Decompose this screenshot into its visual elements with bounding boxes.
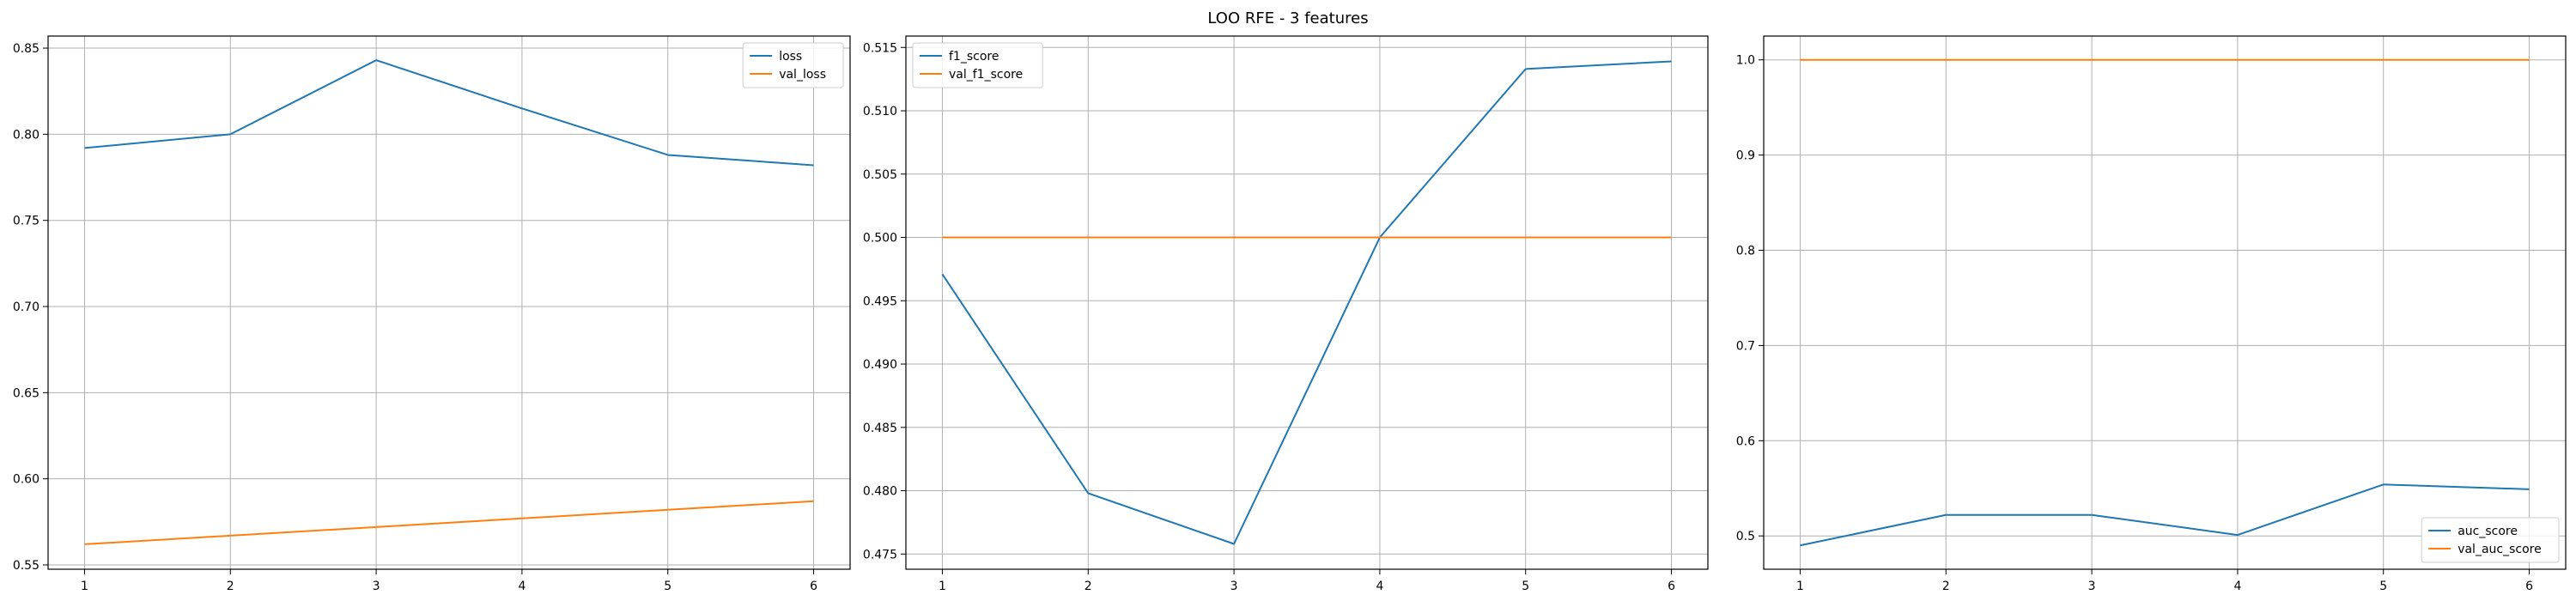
y-tick-label: 0.505 [863, 168, 897, 182]
x-tick-label: 3 [373, 580, 380, 593]
series-line-loss [84, 59, 814, 167]
x-tick-label: 3 [1230, 580, 1238, 593]
y-tick-label: 0.495 [863, 294, 897, 308]
y-tick-label: 0.500 [863, 232, 897, 246]
y-tick-label: 0.65 [13, 386, 39, 400]
y-tick-label: 0.490 [863, 358, 897, 372]
y-tick-label: 0.60 [13, 473, 39, 487]
figure-title: LOO RFE - 3 features [1207, 9, 1368, 27]
x-tick-label: 1 [939, 580, 946, 593]
axes-frame [905, 35, 1709, 570]
f1-score-subplot: 1 2 3 4 5 6 0.475 0.480 0.485 0.490 0.495 0.500 0.50… [863, 35, 1709, 593]
y-tick-label: 1.0 [1736, 54, 1755, 68]
legend-label: auc_score [2458, 525, 2518, 538]
x-tick-label: 4 [2233, 580, 2241, 593]
x-tick-label: 4 [518, 580, 526, 593]
legend: loss val_loss [742, 42, 844, 88]
x-tick-label: 1 [1796, 580, 1804, 593]
legend-label: loss [779, 50, 802, 64]
x-tick-label: 3 [2088, 580, 2096, 593]
loss-subplot: 1 2 3 4 5 6 0.55 0.60 0.65 0.70 0.75 0.80 0.85 loss va… [13, 35, 851, 593]
x-tick-label: 5 [664, 580, 671, 593]
x-tick-label: 2 [227, 580, 234, 593]
x-tick-label: 6 [1668, 580, 1675, 593]
x-tick-label: 6 [2525, 580, 2533, 593]
legend: f1_score val_f1_score [912, 42, 1043, 88]
y-tick-label: 0.475 [863, 548, 897, 562]
y-tick-label: 0.510 [863, 105, 897, 118]
x-tick-label: 6 [810, 580, 817, 593]
legend-label: val_auc_score [2458, 543, 2542, 556]
y-tick-label: 0.85 [13, 42, 39, 56]
auc-score-subplot: 1 2 3 4 5 6 0.5 0.6 0.7 0.8 0.9 1.0 auc_score val_auc… [1736, 35, 2567, 593]
y-tick-label: 0.75 [13, 215, 39, 228]
y-tick-label: 0.6 [1736, 434, 1755, 448]
series-line-f1-score [941, 60, 1672, 545]
series-line-auc-score [1800, 483, 2530, 547]
x-tick-label: 2 [1084, 580, 1092, 593]
legend-label: val_f1_score [949, 68, 1023, 82]
axes-frame [1763, 35, 2567, 570]
x-tick-label: 2 [1942, 580, 1950, 593]
y-tick-label: 0.70 [13, 300, 39, 314]
y-tick-label: 0.80 [13, 128, 39, 142]
y-tick-label: 0.8 [1736, 245, 1755, 258]
x-tick-label: 5 [2379, 580, 2387, 593]
y-tick-label: 0.515 [863, 41, 897, 55]
x-tick-label: 5 [1522, 580, 1529, 593]
legend-box [912, 42, 1043, 88]
legend: auc_score val_auc_score [2421, 517, 2560, 563]
y-tick-label: 0.7 [1736, 339, 1755, 353]
y-tick-label: 0.485 [863, 422, 897, 435]
legend-box [2421, 517, 2560, 563]
legend-label: f1_score [949, 50, 999, 64]
legend-label: val_loss [779, 68, 826, 82]
y-tick-label: 0.480 [863, 485, 897, 499]
series-line-val-loss [84, 500, 814, 545]
legend-box [742, 42, 844, 88]
axes-frame [47, 35, 851, 570]
y-tick-label: 0.55 [13, 559, 39, 573]
y-tick-label: 0.5 [1736, 530, 1755, 543]
x-tick-label: 1 [81, 580, 88, 593]
y-tick-label: 0.9 [1736, 149, 1755, 163]
x-tick-label: 4 [1376, 580, 1383, 593]
